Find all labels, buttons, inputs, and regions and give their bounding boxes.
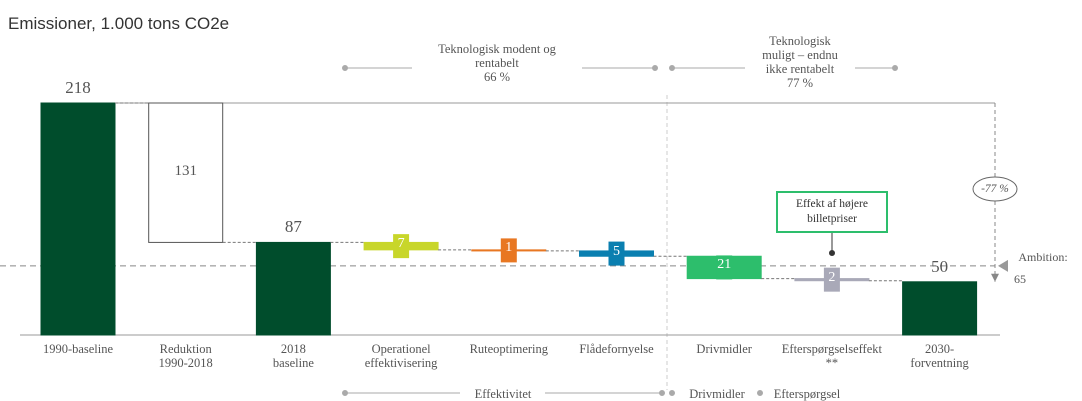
arrow-head xyxy=(991,273,999,282)
bottom-group: Drivmidler xyxy=(689,387,745,401)
x-tick-label: Operationel effektivisering xyxy=(364,342,438,370)
x-tick-label: Ruteoptimering xyxy=(469,342,549,356)
value-label: 2 xyxy=(828,269,836,285)
value-label: 21 xyxy=(717,257,732,273)
bar xyxy=(148,102,224,243)
bar xyxy=(40,102,116,336)
value-label: 1 xyxy=(505,240,513,256)
ambition-value: 65 xyxy=(1014,271,1026,286)
bar xyxy=(255,241,331,336)
x-tick-label: 2018 baseline xyxy=(272,342,314,370)
value-label: 7 xyxy=(397,236,405,252)
bottom-group: Efterspørgsel xyxy=(773,387,841,401)
x-tick-label: 2030- forventning xyxy=(910,342,969,370)
label-box xyxy=(393,234,410,259)
x-tick-label: Efterspørgselseffekt ** xyxy=(781,342,882,370)
change-ellipse xyxy=(972,176,1018,202)
x-tick-label: Flådefornyelse xyxy=(579,342,654,356)
x-tick-label: 1990-baseline xyxy=(42,342,114,356)
bottom-group: Effektivitet xyxy=(474,387,532,401)
label-box xyxy=(716,255,733,280)
change-label: -77 % xyxy=(981,183,1009,195)
ambition-label: Ambition: xyxy=(1018,249,1068,264)
ambition-marker xyxy=(998,259,1008,272)
bar xyxy=(902,281,978,336)
label-box xyxy=(608,241,625,266)
value-label: 50 xyxy=(931,256,949,276)
group-label: Teknologisk muligt – endnu ikke rentabel… xyxy=(762,34,838,90)
value-label: 87 xyxy=(284,217,302,237)
decoration xyxy=(342,65,898,396)
value-label: 131 xyxy=(174,162,197,179)
label-box xyxy=(823,267,840,292)
annotation: Effekt af højere billetpriser xyxy=(776,191,888,233)
x-tick-label: Reduktion 1990-2018 xyxy=(158,342,213,370)
value-label: 5 xyxy=(613,243,620,259)
group-label: Teknologisk modent og rentabelt 66 % xyxy=(438,42,556,84)
label-box xyxy=(500,238,517,263)
value-label: 218 xyxy=(65,78,91,97)
x-tick-label: Drivmidler xyxy=(696,342,752,356)
chart-title: Emissioner, 1.000 tons CO2e xyxy=(8,14,230,33)
